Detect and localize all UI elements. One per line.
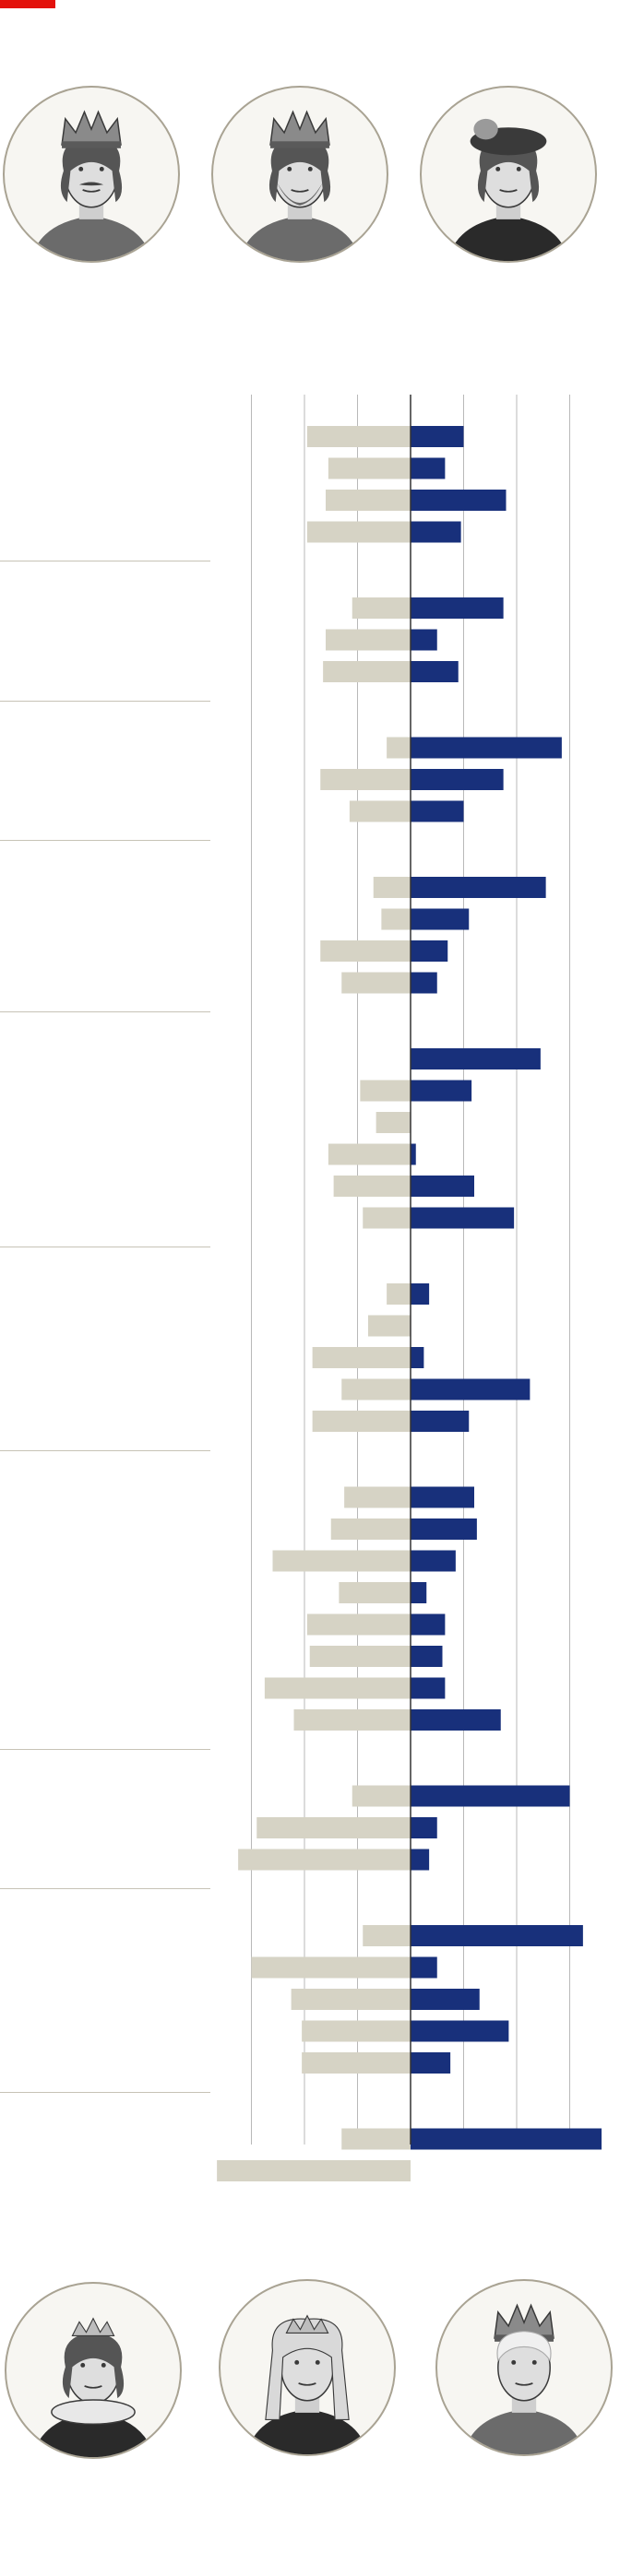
bar-negative xyxy=(217,2160,411,2181)
bar-negative xyxy=(381,908,411,930)
young-king-feathered-cap-portrait-icon xyxy=(420,86,597,263)
bar-positive xyxy=(411,457,446,479)
bar-negative xyxy=(344,1486,411,1508)
bar-negative xyxy=(352,597,411,619)
bar-negative xyxy=(306,521,411,543)
bar-positive xyxy=(411,1378,531,1400)
bar-positive xyxy=(411,1283,430,1305)
bar-negative xyxy=(341,2128,411,2150)
bar-positive xyxy=(411,1411,470,1432)
bar-negative xyxy=(349,800,411,822)
bar-negative xyxy=(363,1207,411,1229)
bar-negative xyxy=(373,877,411,898)
bar-positive xyxy=(411,1785,570,1807)
bar-negative xyxy=(312,1347,411,1368)
bar-positive xyxy=(411,1486,474,1508)
bar-positive xyxy=(411,1550,456,1572)
bar-positive xyxy=(411,1582,427,1603)
bar-negative xyxy=(306,1613,411,1636)
bar-positive xyxy=(411,877,546,898)
bar-positive xyxy=(411,800,464,822)
bar-negative xyxy=(320,769,411,790)
queen-elizabeth-ii-portrait-icon xyxy=(435,2279,613,2456)
bar-negative xyxy=(302,2052,411,2074)
bar-positive xyxy=(411,1518,477,1540)
bar-negative xyxy=(323,661,411,682)
bar-positive xyxy=(411,426,464,447)
bar-negative xyxy=(251,1956,411,1979)
bar-positive xyxy=(411,1347,424,1368)
group-separator xyxy=(0,2091,210,2093)
bar-positive xyxy=(411,1176,474,1197)
bar-negative xyxy=(272,1550,411,1572)
bar-negative xyxy=(339,1582,411,1603)
group-separator xyxy=(0,1888,210,1889)
bar-positive xyxy=(411,661,459,682)
bar-negative xyxy=(293,1709,411,1731)
bar-positive xyxy=(411,1956,437,1979)
bar-negative xyxy=(330,1518,411,1540)
bar-positive xyxy=(411,1048,541,1069)
bar-positive xyxy=(411,1709,501,1731)
bar-positive xyxy=(411,940,448,962)
bar-negative xyxy=(320,940,411,962)
bar-positive xyxy=(411,1646,443,1667)
bar-positive xyxy=(411,521,461,543)
bar-positive xyxy=(411,597,504,619)
bar-negative xyxy=(312,1411,411,1432)
bar-positive xyxy=(411,972,437,994)
bar-negative xyxy=(302,2020,411,2042)
bar-negative xyxy=(363,1925,411,1946)
bar-positive xyxy=(411,1677,446,1699)
bar-negative xyxy=(309,1646,411,1667)
king-crowned-moustache-portrait-icon xyxy=(3,86,180,263)
bar-positive xyxy=(411,1207,515,1229)
queen-elizabeth-i-portrait-icon xyxy=(5,2282,182,2459)
bar-positive xyxy=(411,1989,480,2010)
bar-negative xyxy=(256,1817,411,1838)
bar-positive xyxy=(411,2128,602,2150)
bar-positive xyxy=(411,490,507,511)
bar-negative xyxy=(360,1080,411,1102)
bar-positive xyxy=(411,1925,583,1946)
bar-positive xyxy=(411,2020,509,2042)
bar-positive xyxy=(411,1817,437,1838)
bar-negative xyxy=(328,1143,411,1165)
queen-victoria-portrait-icon xyxy=(219,2279,396,2456)
bar-negative xyxy=(264,1677,411,1699)
bar-negative xyxy=(368,1315,411,1337)
bar-negative xyxy=(341,1378,411,1400)
bar-negative xyxy=(341,972,411,994)
bar-positive xyxy=(411,1849,430,1871)
bar-negative xyxy=(333,1176,411,1197)
bar-negative xyxy=(326,629,411,651)
bar-negative xyxy=(326,490,411,511)
bar-positive xyxy=(411,737,562,759)
bar-positive xyxy=(411,908,470,930)
bar-positive xyxy=(411,1143,416,1165)
bar-positive xyxy=(411,2052,451,2074)
bar-negative xyxy=(376,1112,411,1133)
group-separator xyxy=(0,840,210,841)
bar-negative xyxy=(387,1283,411,1305)
bar-negative xyxy=(291,1989,411,2010)
group-separator xyxy=(0,1449,210,1451)
bar-negative xyxy=(306,426,411,447)
bar-positive xyxy=(411,769,504,790)
bar-positive xyxy=(411,1613,446,1636)
bar-positive xyxy=(411,1080,472,1102)
group-separator xyxy=(0,1011,210,1012)
accent-bar xyxy=(0,0,55,8)
bar-negative xyxy=(387,737,411,759)
bar-negative xyxy=(352,1785,411,1807)
group-separator xyxy=(0,700,210,702)
bar-negative xyxy=(238,1849,411,1871)
king-crowned-bearded-portrait-icon xyxy=(211,86,388,263)
group-separator xyxy=(0,1748,210,1750)
bar-negative xyxy=(328,457,411,479)
bar-positive xyxy=(411,629,437,651)
